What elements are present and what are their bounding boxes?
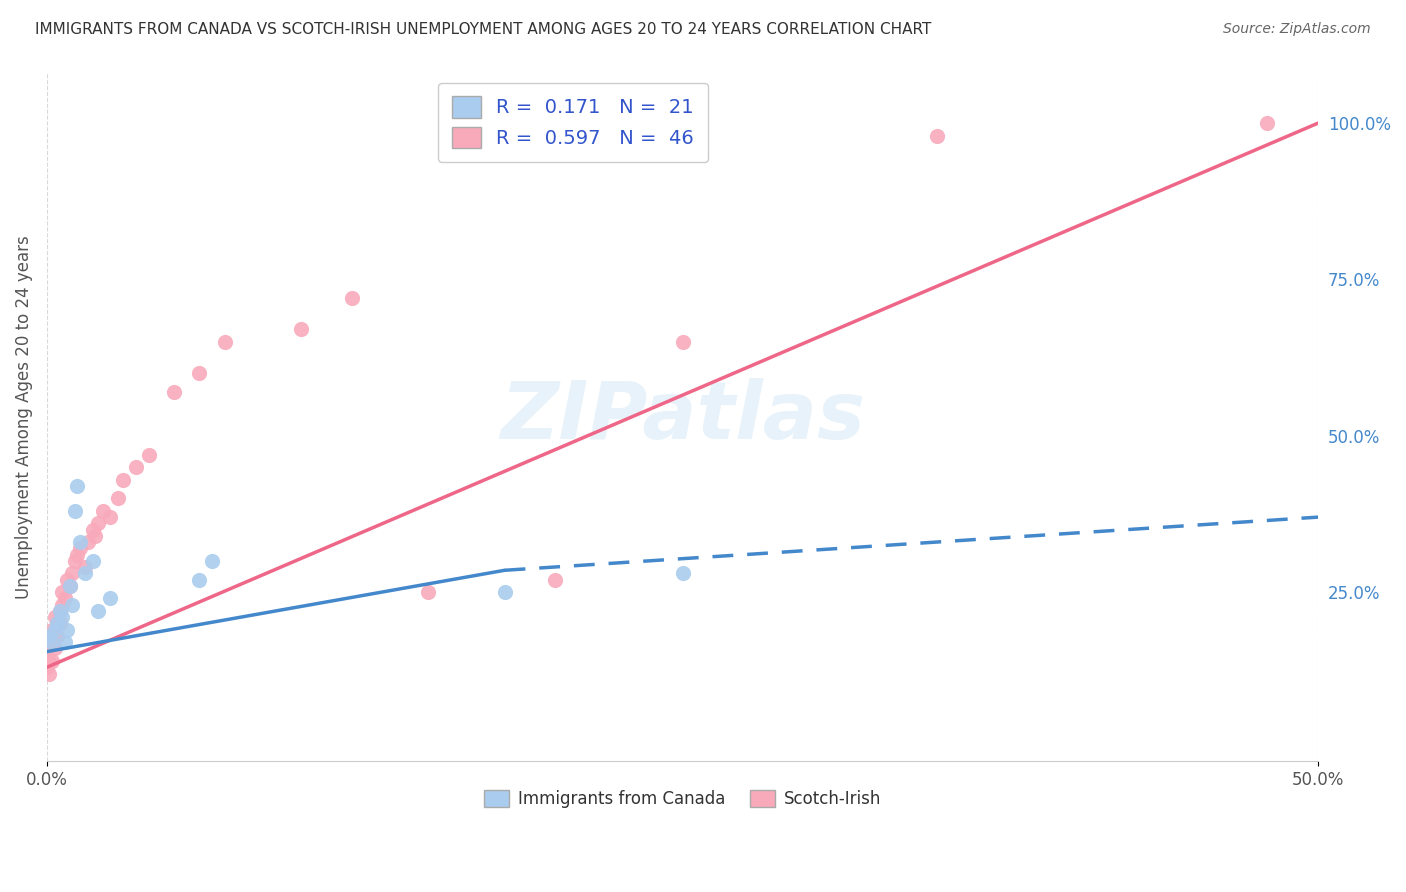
Point (63, 554, 86, 568)
Point (35, 660, 58, 674)
Point (44, 610, 66, 624)
Point (188, 366, 211, 380)
Point (82, 523, 104, 537)
Point (138, 448, 160, 462)
Point (38, 629, 60, 643)
Point (53, 591, 76, 606)
Point (69, 541, 91, 556)
Point (87, 604, 110, 618)
Point (214, 334, 236, 349)
Point (41, 635, 63, 649)
Point (56, 573, 79, 587)
Point (188, 573, 211, 587)
Point (69, 535, 91, 549)
Point (340, 291, 363, 305)
Point (544, 573, 567, 587)
Point (82, 554, 104, 568)
Point (48, 604, 70, 618)
Point (60, 566, 83, 581)
Legend: Immigrants from Canada, Scotch-Irish: Immigrants from Canada, Scotch-Irish (478, 783, 887, 814)
Point (59, 579, 82, 593)
Point (60, 598, 83, 612)
Point (1256, 116, 1278, 130)
Point (84, 529, 107, 543)
Point (107, 491, 129, 506)
Point (44, 629, 66, 643)
Point (925, 128, 948, 143)
Point (112, 473, 135, 487)
Point (35, 648, 58, 662)
Point (494, 585, 516, 599)
Point (56, 623, 79, 637)
Point (38, 635, 60, 649)
Point (87, 516, 110, 531)
Point (73, 560, 96, 574)
Text: IMMIGRANTS FROM CANADA VS SCOTCH-IRISH UNEMPLOYMENT AMONG AGES 20 TO 24 YEARS CO: IMMIGRANTS FROM CANADA VS SCOTCH-IRISH U… (35, 22, 932, 37)
Point (38, 654, 60, 668)
Text: Source: ZipAtlas.com: Source: ZipAtlas.com (1223, 22, 1371, 37)
Point (35, 635, 58, 649)
Text: ZIPatlas: ZIPatlas (501, 378, 865, 456)
Point (163, 384, 186, 399)
Point (51, 610, 73, 624)
Point (51, 598, 73, 612)
Point (46, 616, 69, 631)
Point (73, 566, 96, 581)
Point (418, 585, 440, 599)
Point (63, 504, 86, 518)
Point (290, 322, 312, 336)
Point (44, 641, 66, 656)
Point (46, 616, 69, 631)
Point (41, 654, 63, 668)
Point (100, 591, 122, 606)
Point (48, 616, 70, 631)
Point (66, 548, 89, 562)
Point (125, 460, 148, 475)
Point (41, 623, 63, 637)
Point (91, 504, 114, 518)
Point (51, 585, 73, 599)
Point (41, 635, 63, 649)
Y-axis label: Unemployment Among Ages 20 to 24 years: Unemployment Among Ages 20 to 24 years (15, 235, 32, 599)
Point (201, 554, 224, 568)
Point (46, 629, 69, 643)
Point (59, 579, 82, 593)
Point (38, 666, 60, 681)
Point (66, 479, 89, 493)
Point (44, 623, 66, 637)
Point (76, 535, 98, 549)
Point (53, 635, 76, 649)
Point (48, 604, 70, 618)
Point (100, 510, 122, 524)
Point (671, 334, 693, 349)
Point (671, 566, 693, 581)
